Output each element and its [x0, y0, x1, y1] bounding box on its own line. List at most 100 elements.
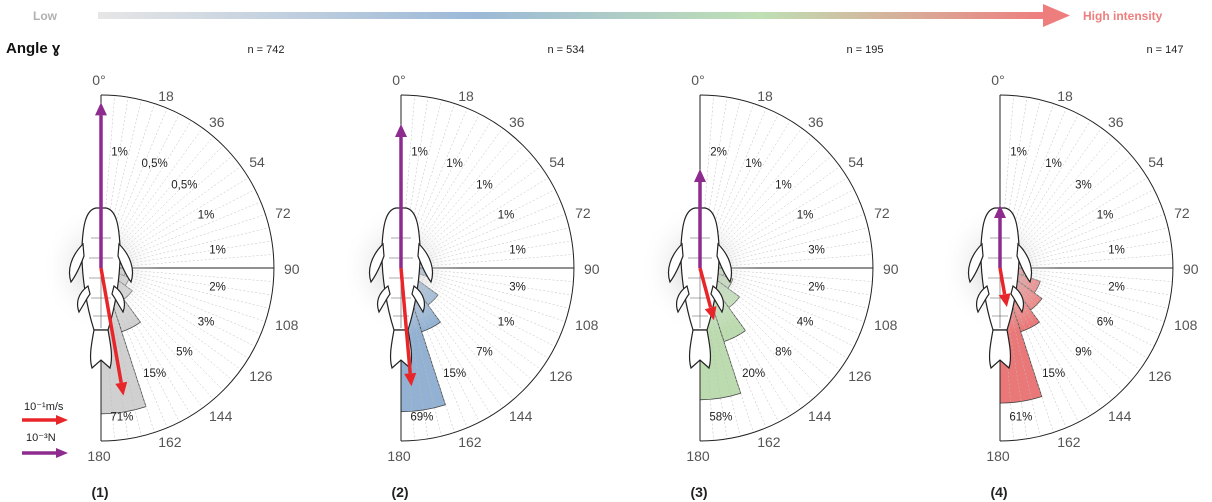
panel-label: (1)	[91, 484, 108, 500]
percent-label: 4%	[797, 317, 814, 329]
fish-left-pelvic-fin	[675, 284, 690, 314]
sample-size-label: n = 534	[547, 44, 584, 56]
percent-label: 1%	[509, 245, 526, 257]
angle-tick-label: 126	[848, 368, 872, 384]
angle-tick-label: 126	[249, 368, 273, 384]
intensity-scale: Low High intensity	[33, 4, 1163, 27]
panel-label: (4)	[990, 484, 1007, 500]
percent-label: 1%	[1097, 209, 1114, 221]
percent-label: 2%	[710, 147, 727, 159]
angle-tick-label: 90	[284, 261, 300, 277]
angle-tick-label: 18	[757, 88, 773, 104]
figure-title: Angle ɣ	[6, 40, 61, 57]
percent-label: 9%	[1075, 346, 1092, 358]
percent-label: 71%	[110, 412, 133, 424]
angle-tick-label: 162	[757, 434, 781, 450]
panel-label: (3)	[690, 484, 707, 500]
angle-tick-label: 108	[575, 317, 599, 333]
percent-label: 1%	[209, 245, 226, 257]
outer-arc	[699, 94, 874, 442]
fish-right-pectoral-fin	[1016, 242, 1033, 284]
percent-label: 15%	[143, 368, 166, 380]
percent-label: 8%	[775, 346, 792, 358]
angle-tick-label: 36	[509, 114, 525, 130]
force-arrow-head	[95, 102, 107, 116]
angle-tick-label: 180	[686, 448, 710, 464]
fish-right-pectoral-fin	[417, 242, 434, 284]
percent-label: 3%	[808, 245, 825, 257]
angle-tick-label: 54	[1148, 154, 1164, 170]
angle-tick-label: 180	[87, 448, 111, 464]
angle-tick-label: 180	[387, 448, 411, 464]
percent-label: 1%	[1108, 245, 1125, 257]
fish-right-pelvic-fin	[411, 284, 426, 314]
angle-tick-label: 0°	[691, 72, 704, 88]
angle-tick-label: 180	[986, 448, 1010, 464]
fish-tail	[688, 329, 712, 370]
angle-tick-label: 144	[209, 408, 233, 424]
fish-tail	[988, 329, 1012, 370]
intensity-gradient-bar	[98, 12, 1043, 19]
percent-label: 61%	[1009, 412, 1032, 424]
angle-tick-label: 0°	[991, 72, 1004, 88]
fish-left-pectoral-fin	[967, 242, 984, 284]
fish-tail	[89, 329, 113, 370]
angle-tick-label: 54	[848, 154, 864, 170]
velocity-arrow-head	[404, 372, 417, 387]
percent-label: 7%	[476, 346, 493, 358]
fish-left-pectoral-fin	[368, 242, 385, 284]
percent-label: 6%	[1097, 317, 1114, 329]
fish-right-pelvic-fin	[1010, 284, 1025, 314]
force-arrow-head	[694, 169, 706, 182]
angle-tick-label: 36	[1108, 114, 1124, 130]
angle-tick-label: 90	[584, 261, 600, 277]
velocity-arrow-shaft	[99, 267, 123, 384]
fish-right-pectoral-fin	[716, 242, 733, 284]
angle-tick-label: 36	[808, 114, 824, 130]
angle-tick-label: 108	[874, 317, 898, 333]
angle-tick-label: 126	[1148, 368, 1172, 384]
angle-tick-label: 162	[458, 434, 482, 450]
percent-label: 1%	[498, 209, 515, 221]
percent-label: 1%	[411, 147, 428, 159]
angle-tick-label: 72	[575, 205, 591, 221]
percent-label: 3%	[1075, 180, 1092, 192]
panels: 0° 18 36 54 72 90 108 126 144 162 180 1% 0,5% 0,5% 1% 1…	[41, 44, 1199, 500]
arrow-legend: 10⁻¹m/s 10⁻³N	[22, 401, 68, 458]
percent-label: 1%	[111, 147, 128, 159]
percent-label: 1%	[446, 158, 463, 170]
percent-label: 15%	[1042, 368, 1065, 380]
angle-tick-label: 108	[1174, 317, 1198, 333]
percent-label: 2%	[808, 282, 825, 294]
angle-tick-label: 72	[874, 205, 890, 221]
force-legend-arrowhead	[56, 448, 68, 458]
force-legend-label: 10⁻³N	[26, 432, 56, 444]
percent-label: 0,5%	[171, 180, 197, 192]
fish-left-pelvic-fin	[975, 284, 990, 314]
force-arrow-head	[395, 124, 407, 137]
percent-label: 1%	[797, 209, 814, 221]
percent-label: 2%	[1108, 282, 1125, 294]
fish-right-pectoral-fin	[117, 242, 134, 284]
percent-label: 1%	[1045, 158, 1062, 170]
percent-label: 58%	[709, 412, 732, 424]
angle-tick-label: 108	[275, 317, 299, 333]
percent-label: 1%	[1010, 147, 1027, 159]
velocity-arrow-shaft	[698, 267, 713, 309]
percent-label: 3%	[509, 282, 526, 294]
percent-label: 3%	[198, 317, 215, 329]
percent-label: 15%	[443, 368, 466, 380]
sample-size-label: n = 195	[846, 44, 883, 56]
polar-panel-4: 0° 18 36 54 72 90 108 126 144 162 180 1% 1% 3% 1% 1% 2% 6…	[940, 44, 1199, 500]
force-arrow-head	[994, 205, 1006, 218]
angle-tick-label: 18	[1057, 88, 1073, 104]
angle-tick-label: 144	[509, 408, 533, 424]
percent-label: 1%	[498, 317, 515, 329]
fish-left-pectoral-fin	[667, 242, 684, 284]
outer-arc	[100, 94, 275, 442]
percent-label: 69%	[410, 412, 433, 424]
outer-arc	[400, 94, 575, 442]
intensity-arrow-head	[1043, 4, 1070, 27]
percent-label: 5%	[176, 346, 193, 358]
